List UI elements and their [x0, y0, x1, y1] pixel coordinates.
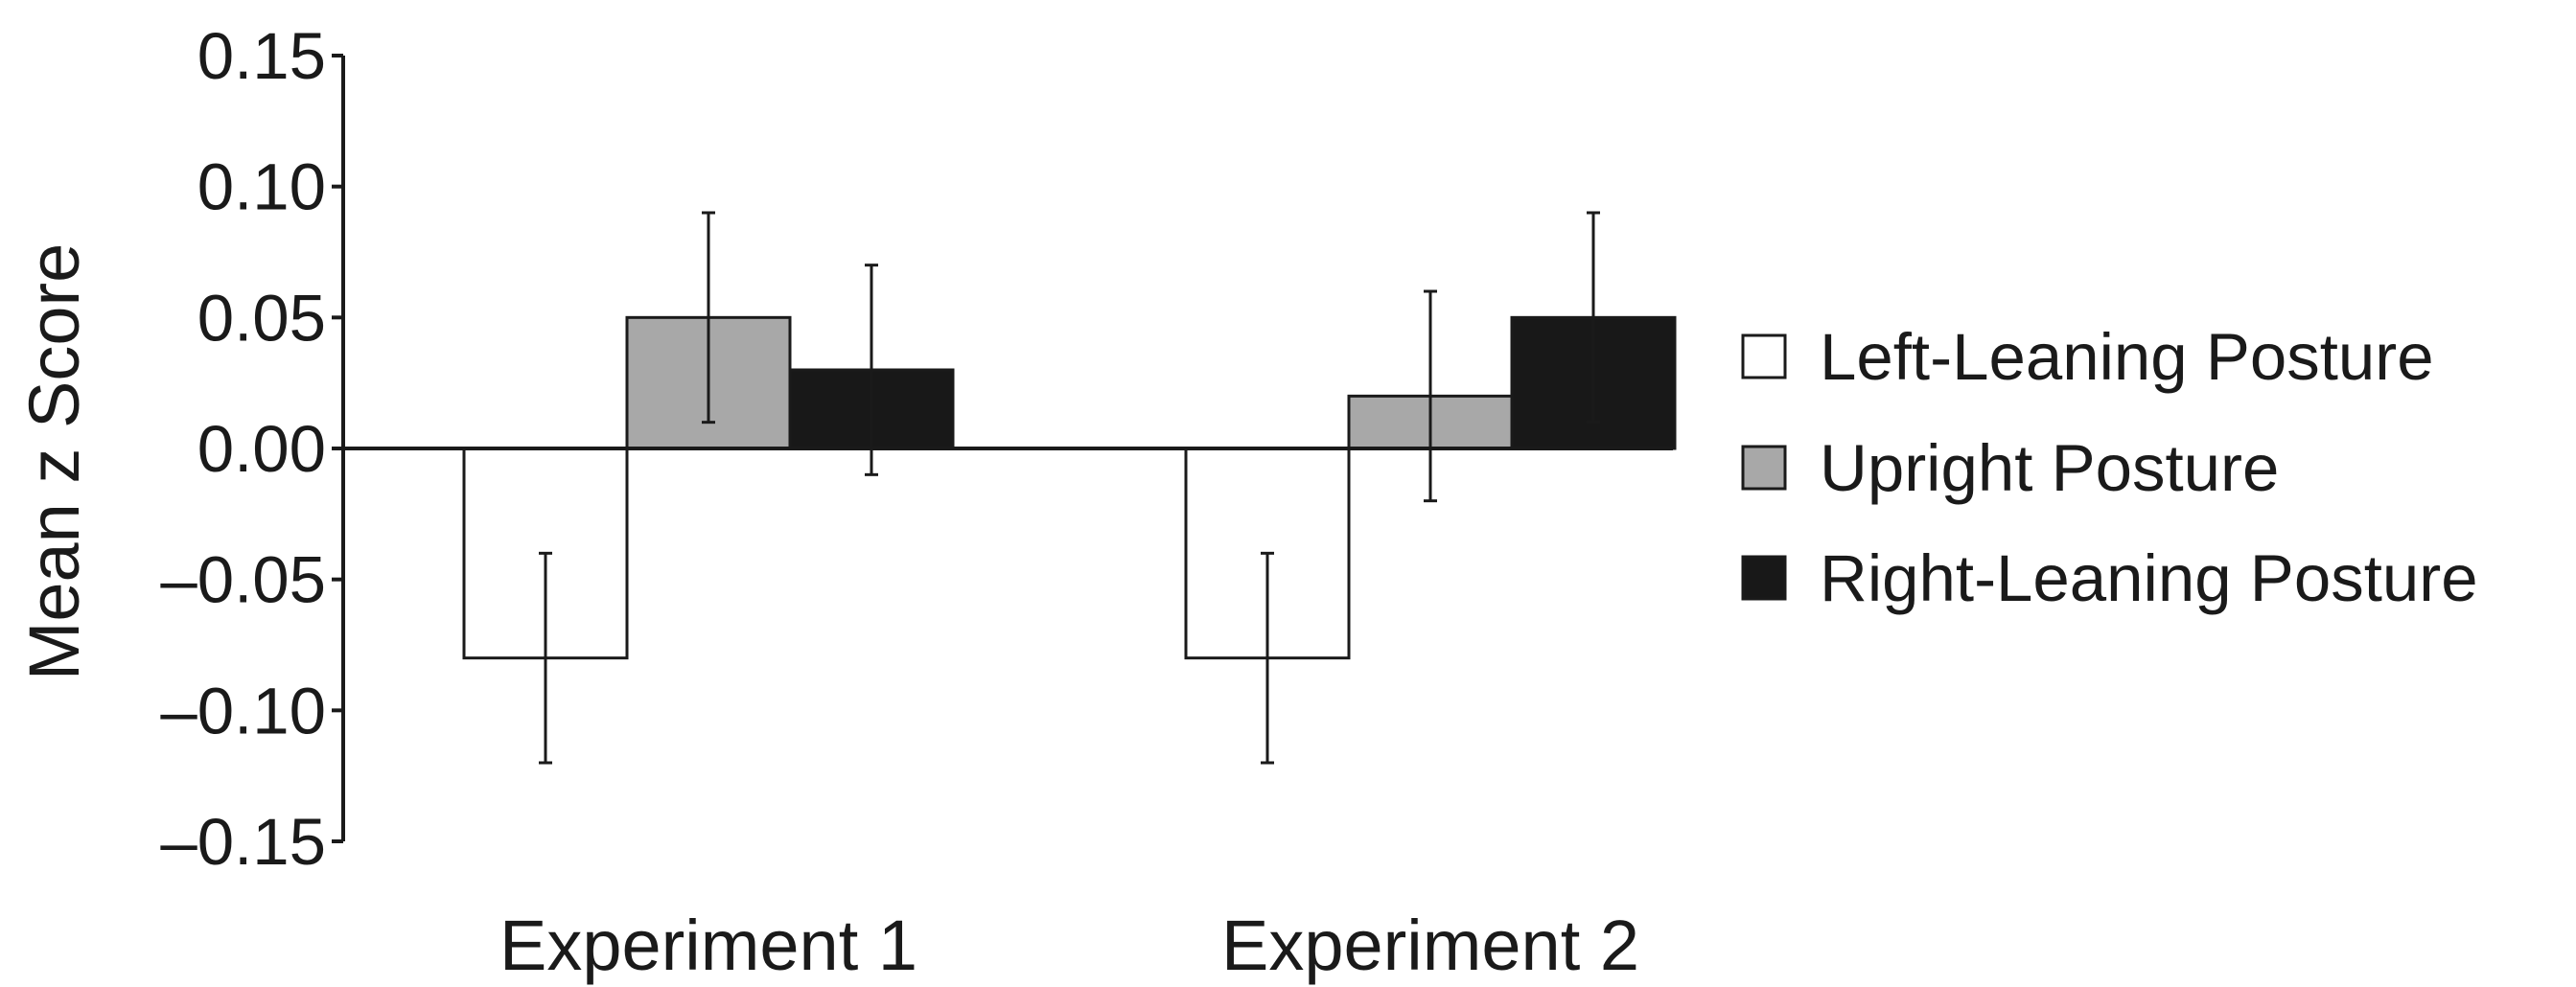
y-tick-label: –0.10	[160, 674, 326, 747]
category-label: Experiment 1	[499, 906, 917, 985]
y-tick-label: –0.15	[160, 805, 326, 879]
y-axis-title: Mean z Score	[14, 243, 94, 681]
y-tick-label: 0.15	[197, 19, 326, 93]
legend-swatch	[1741, 555, 1787, 601]
error-bars	[539, 211, 1600, 765]
legend: Left-Leaning Posture Upright Posture Right…	[1741, 320, 2478, 615]
y-tick-label: –0.05	[160, 543, 326, 617]
category-labels: Experiment 1 Experiment 2	[499, 906, 1639, 985]
y-tick-label: 0.10	[197, 150, 326, 224]
bars	[462, 315, 1677, 660]
legend-label: Right-Leaning Posture	[1820, 541, 2478, 615]
legend-label: Left-Leaning Posture	[1820, 320, 2434, 394]
legend-swatch	[1741, 333, 1787, 379]
legend-label: Upright Posture	[1820, 431, 2279, 505]
y-axis: 0.15 0.10 0.05 0.00 –0.05 –0.10 –0.15	[160, 19, 345, 879]
legend-swatch	[1741, 445, 1787, 491]
category-label: Experiment 2	[1221, 906, 1639, 985]
y-tick-label: 0.00	[197, 412, 326, 486]
y-tick-label: 0.05	[197, 281, 326, 355]
